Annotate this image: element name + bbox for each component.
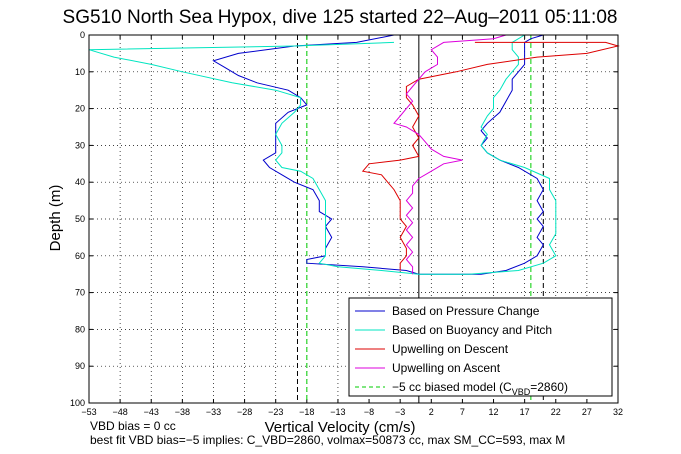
legend: Based on Pressure Change Based on Buoyanc…	[348, 297, 613, 397]
series-line-descent	[361, 41, 620, 271]
y-tick-label: 40	[75, 177, 85, 187]
x-tick-label: 22	[551, 407, 561, 417]
vbd-bias-text: VBD bias = 0 cc	[90, 419, 176, 433]
legend-label-biased: −5 cc biased model (CVBD=2860)	[392, 380, 568, 397]
x-tick-label: 12	[489, 407, 499, 417]
chart-title: SG510 North Sea Hypox, dive 125 started …	[63, 7, 618, 28]
x-tick-label: 2	[429, 407, 434, 417]
x-tick-label: −43	[144, 407, 159, 417]
y-tick-label: 20	[75, 104, 85, 114]
legend-label-pressure: Based on Pressure Change	[392, 304, 540, 318]
x-tick-label: −13	[330, 407, 345, 417]
x-tick-label: −23	[268, 407, 283, 417]
x-tick-labels: −53 −48 −43 −38 −33 −28 −23 −18 −13 −8 −3 2 7 12 17 22 2…	[81, 407, 623, 417]
x-tick-label: −8	[364, 407, 374, 417]
y-tick-label: 0	[80, 30, 85, 40]
x-tick-label: −33	[206, 407, 221, 417]
y-axis-label: Depth (m)	[47, 185, 64, 252]
x-tick-label: −48	[112, 407, 127, 417]
x-tick-label: −28	[237, 407, 252, 417]
y-tick-label: 30	[75, 140, 85, 150]
series-line-pressure	[212, 34, 544, 275]
y-tick-label: 100	[70, 398, 85, 408]
legend-label-descent: Upwelling on Descent	[392, 342, 509, 356]
x-tick-label: 17	[520, 407, 530, 417]
x-tick-label: 27	[582, 407, 592, 417]
x-tick-label: −3	[395, 407, 405, 417]
series-line-buoyancy	[88, 34, 557, 275]
x-tick-label: −38	[175, 407, 190, 417]
plot-frame	[88, 34, 619, 404]
y-tick-label: 90	[75, 361, 85, 371]
legend-box	[348, 297, 613, 397]
x-tick-label: −53	[81, 407, 96, 417]
legend-label-ascent: Upwelling on Ascent	[392, 361, 501, 375]
y-tick-label: 10	[75, 67, 85, 77]
y-tick-labels: 0 10 20 30 40 50 60 70 80 90 100	[70, 30, 85, 408]
x-tick-label: 32	[613, 407, 623, 417]
x-tick-label: 7	[460, 407, 465, 417]
best-fit-text: best fit VBD bias=−5 implies: C_VBD=2860…	[90, 433, 566, 447]
y-tick-label: 80	[75, 324, 85, 334]
x-tick-label: −18	[299, 407, 314, 417]
x-axis-label: Vertical Velocity (cm/s)	[265, 419, 416, 436]
y-tick-label: 60	[75, 251, 85, 261]
series-lines	[88, 34, 620, 275]
series-line-ascent	[393, 34, 507, 275]
legend-label-buoyancy: Based on Buoyancy and Pitch	[392, 323, 552, 337]
y-tick-label: 70	[75, 288, 85, 298]
y-tick-label: 50	[75, 214, 85, 224]
